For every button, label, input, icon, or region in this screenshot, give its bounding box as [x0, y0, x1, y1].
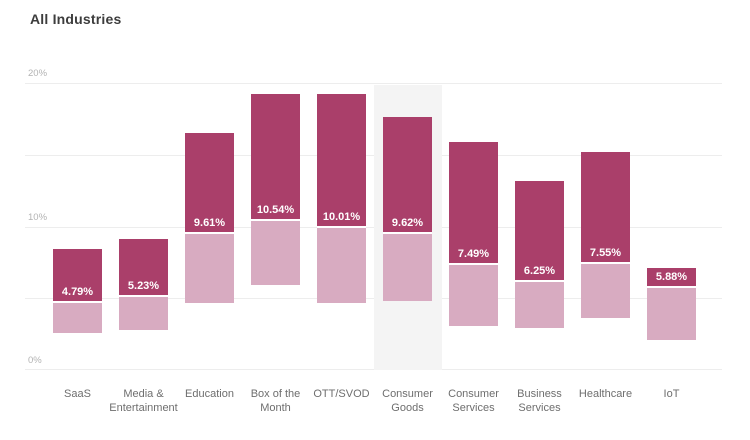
bar-value-label: 10.54% [256, 203, 295, 216]
x-category-label: Education [185, 388, 234, 400]
bar-group[interactable]: 7.49% [449, 141, 498, 326]
x-category-label: SaaS [64, 388, 91, 400]
bar-value-label: 7.55% [589, 246, 622, 259]
x-category-label: Consumer Goods [382, 388, 433, 414]
bar-group[interactable]: 7.55% [581, 151, 630, 319]
bar-lower-segment [317, 226, 366, 303]
chart-title: All Industries [30, 11, 122, 27]
bar-value-label: 5.88% [655, 270, 688, 283]
x-category-label: Media & Entertainment [109, 388, 178, 414]
bar-upper-segment [119, 239, 168, 295]
y-tick-label: 20% [28, 68, 48, 79]
bar-value-label: 4.79% [61, 286, 94, 299]
bar-group[interactable]: 4.79% [53, 249, 102, 333]
plot-area: 20% 10% 0% 4.79% 5.23% 9.61% 10.54% 10.01% 9.62%… [25, 68, 722, 370]
bar-value-label: 9.62% [391, 216, 424, 229]
bar-upper-segment [185, 133, 234, 233]
bar-lower-segment [515, 280, 564, 329]
bar-group[interactable]: 5.88% [647, 268, 696, 340]
gridline [25, 83, 722, 84]
bar-group[interactable]: 9.62% [383, 117, 432, 302]
x-category-label: OTT/SVOD [313, 388, 370, 400]
bar-lower-segment [53, 301, 102, 333]
bar-value-label: 6.25% [523, 265, 556, 278]
bar-lower-segment [647, 285, 696, 340]
bar-value-label: 9.61% [193, 217, 226, 230]
bar-upper-segment [53, 249, 102, 302]
bar-lower-segment [251, 218, 300, 286]
bar-upper-segment [515, 180, 564, 281]
bar-lower-segment [581, 261, 630, 319]
bar-lower-segment [383, 231, 432, 302]
bar-upper-segment [449, 141, 498, 263]
x-category-label: IoT [663, 388, 680, 400]
bar-upper-segment [581, 151, 630, 262]
bar-group[interactable]: 9.61% [185, 133, 234, 303]
x-category-label: Healthcare [578, 388, 633, 400]
bar-group[interactable]: 5.23% [119, 239, 168, 330]
x-category-label: Business Services [517, 388, 562, 414]
y-tick-label: 10% [28, 211, 48, 223]
bar-lower-segment [119, 294, 168, 330]
x-category-label: Box of the Month [250, 388, 301, 414]
bar-group[interactable]: 10.54% [251, 94, 300, 286]
y-tick-label: 0% [28, 355, 42, 366]
bar-upper-segment [251, 94, 300, 219]
bar-upper-segment [383, 117, 432, 232]
bar-value-label: 10.01% [322, 211, 361, 224]
bar-group[interactable]: 6.25% [515, 180, 564, 329]
bar-group[interactable]: 10.01% [317, 94, 366, 303]
bar-lower-segment [185, 232, 234, 303]
bar-value-label: 7.49% [457, 247, 490, 260]
bar-upper-segment [317, 94, 366, 227]
bar-upper-segment [647, 268, 696, 286]
bar-lower-segment [449, 262, 498, 326]
x-category-label: Consumer Services [448, 388, 499, 414]
bar-value-label: 5.23% [127, 279, 160, 292]
